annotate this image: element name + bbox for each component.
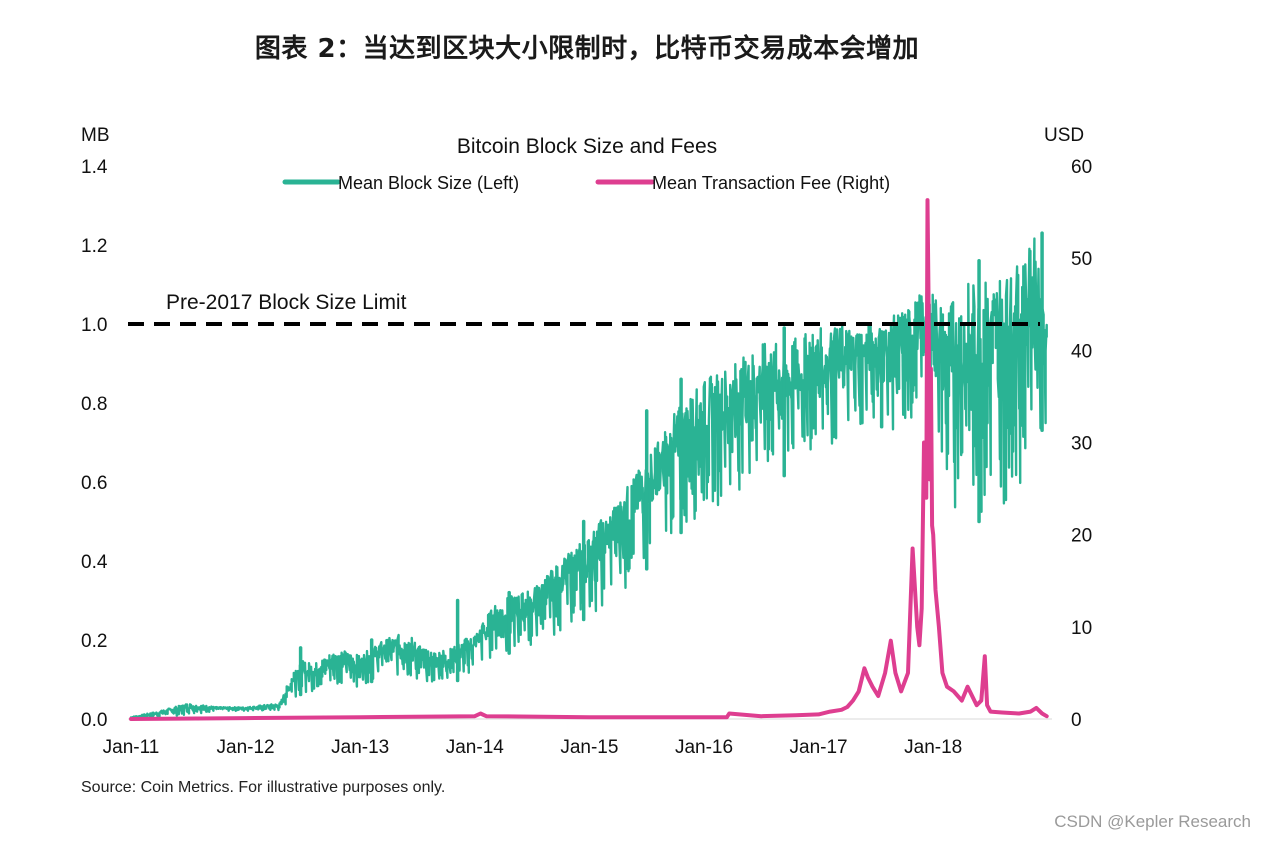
chart-title: Bitcoin Block Size and Fees bbox=[457, 135, 717, 158]
source-note: Source: Coin Metrics. For illustrative p… bbox=[81, 779, 446, 796]
x-tick-label: Jan-16 bbox=[675, 737, 733, 758]
page-title: 图表 2：当达到区块大小限制时，比特币交易成本会增加 bbox=[254, 34, 920, 64]
x-tick-label: Jan-18 bbox=[904, 737, 962, 758]
x-axis-ticks: Jan-11 Jan-12 Jan-13 Jan-14 Jan-15 Jan-16 Jan-… bbox=[103, 737, 963, 758]
legend-label-fee: Mean Transaction Fee (Right) bbox=[652, 173, 890, 193]
left-tick-label: 1.2 bbox=[81, 236, 107, 257]
block-size-limit-reference: Pre-2017 Block Size Limit bbox=[128, 291, 1040, 326]
left-tick-label: 0.6 bbox=[81, 473, 107, 494]
right-tick-label: 30 bbox=[1071, 434, 1092, 455]
left-tick-label: 0.0 bbox=[81, 710, 107, 731]
block-size-limit-label: Pre-2017 Block Size Limit bbox=[166, 291, 407, 314]
right-tick-label: 40 bbox=[1071, 341, 1092, 362]
left-tick-label: 0.8 bbox=[81, 394, 107, 415]
x-tick-label: Jan-12 bbox=[217, 737, 275, 758]
legend: Mean Block Size (Left) Mean Transaction … bbox=[282, 173, 890, 193]
fee-line bbox=[129, 198, 1049, 721]
x-tick-label: Jan-17 bbox=[790, 737, 848, 758]
right-tick-label: 50 bbox=[1071, 249, 1092, 270]
x-tick-label: Jan-13 bbox=[331, 737, 389, 758]
left-tick-label: 1.4 bbox=[81, 157, 108, 178]
right-axis-unit-label: USD bbox=[1044, 125, 1084, 146]
left-tick-label: 0.2 bbox=[81, 631, 107, 652]
watermark: CSDN @Kepler Research bbox=[1054, 812, 1251, 831]
right-tick-label: 0 bbox=[1071, 710, 1082, 731]
right-tick-label: 10 bbox=[1071, 618, 1092, 639]
x-tick-label: Jan-15 bbox=[560, 737, 618, 758]
left-axis-unit-label: MB bbox=[81, 125, 110, 146]
left-tick-label: 1.0 bbox=[81, 315, 107, 336]
right-axis-ticks: 0 10 20 30 40 50 60 bbox=[1071, 157, 1092, 731]
x-tick-label: Jan-14 bbox=[446, 737, 505, 758]
legend-label-block-size: Mean Block Size (Left) bbox=[338, 173, 519, 193]
right-tick-label: 20 bbox=[1071, 526, 1092, 547]
left-tick-label: 0.4 bbox=[81, 552, 108, 573]
right-tick-label: 60 bbox=[1071, 157, 1092, 178]
block-size-line bbox=[129, 237, 1048, 720]
chart-header: Bitcoin Block Size and Fees MB USD bbox=[81, 125, 1084, 158]
left-axis-ticks: 0.0 0.2 0.4 0.6 0.8 1.0 1.2 1.4 bbox=[81, 157, 108, 731]
block-size-series bbox=[129, 231, 1048, 720]
x-tick-label: Jan-11 bbox=[103, 737, 160, 758]
fee-series bbox=[129, 198, 1049, 721]
